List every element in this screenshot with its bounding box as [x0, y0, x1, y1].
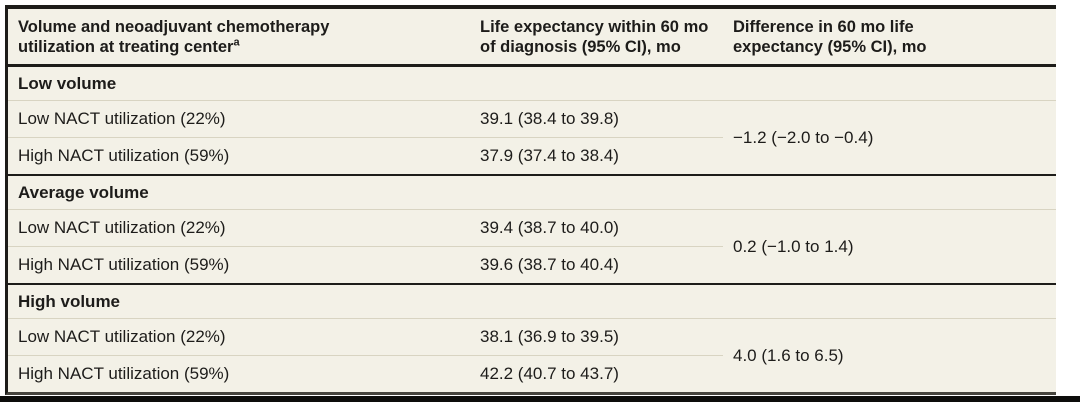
- life-expectancy-value: 39.4 (38.7 to 40.0): [470, 209, 723, 248]
- life-expectancy-value: 42.2 (40.7 to 43.7): [480, 364, 619, 384]
- column-header-life-expectancy: Life expectancy within 60 mo of diagnosi…: [470, 9, 723, 68]
- row-label: Low NACT utilization (22%): [8, 318, 470, 357]
- row-label: High NACT utilization (59%): [8, 137, 470, 177]
- table-row: High NACT utilization (59%) 37.9 (37.4 t…: [8, 137, 1056, 177]
- difference-value: 4.0 (1.6 to 6.5): [733, 345, 844, 365]
- difference-value: −1.2 (−2.0 to −0.4): [723, 100, 1056, 177]
- column-header-difference: Difference in 60 mo life expectancy (95%…: [723, 9, 1056, 68]
- difference-value: 0.2 (−1.0 to 1.4): [723, 209, 1056, 286]
- section-header-average-volume: Average volume: [8, 175, 1056, 211]
- outcomes-table: Volume and neoadjuvant chemotherapy util…: [5, 5, 1056, 396]
- life-expectancy-value: 39.1 (38.4 to 39.8): [470, 100, 723, 139]
- table-row: Low NACT utilization (22%) 39.4 (38.7 to…: [8, 209, 1056, 286]
- header-row: Volume and neoadjuvant chemotherapy util…: [8, 9, 1056, 68]
- table-row: High NACT utilization (59%) 42.2 (40.7 t…: [8, 356, 1056, 393]
- life-expectancy-value: 38.1 (36.9 to 39.5): [470, 318, 723, 357]
- page-bottom-rule: [0, 396, 1080, 402]
- section-header-low-volume: Low volume: [8, 65, 1056, 102]
- life-expectancy-value: 39.6 (38.7 to 40.4): [470, 246, 723, 286]
- table-row: Low NACT utilization (22%) 38.1 (36.9 to…: [8, 318, 1056, 365]
- column-header-volume-nact-label: Volume and neoadjuvant chemotherapy util…: [18, 18, 330, 57]
- table-row: High NACT utilization (59%) 39.6 (38.7 t…: [8, 246, 1056, 286]
- table-row: Low NACT utilization (22%) 39.1 (38.4 to…: [8, 100, 1056, 177]
- section-header-high-volume: High volume: [8, 284, 1056, 320]
- section-header-label: High volume: [8, 284, 1056, 320]
- row-label: High NACT utilization (59%): [8, 246, 470, 286]
- row-label: Low NACT utilization (22%): [8, 100, 470, 139]
- column-header-volume-nact: Volume and neoadjuvant chemotherapy util…: [8, 9, 470, 68]
- section-header-label: Average volume: [8, 175, 1056, 211]
- row-label: Low NACT utilization (22%): [8, 209, 470, 248]
- life-expectancy-value: 37.9 (37.4 to 38.4): [470, 137, 723, 177]
- row-label: High NACT utilization (59%): [18, 364, 230, 384]
- section-header-label: Low volume: [8, 65, 1056, 102]
- life-expectancy-table: Volume and neoadjuvant chemotherapy util…: [8, 9, 1056, 392]
- footnote-marker-a: a: [233, 36, 240, 49]
